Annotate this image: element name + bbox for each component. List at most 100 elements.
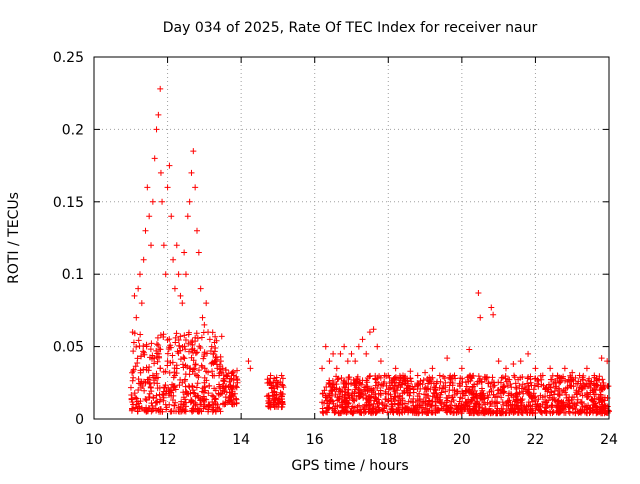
data-point [219,387,226,394]
data-point [434,378,441,385]
data-point [148,340,155,347]
data-point [388,405,395,412]
data-point [525,350,532,357]
data-point [485,394,492,401]
data-point [169,352,176,359]
data-point [421,408,428,415]
data-point [584,391,591,398]
data-point [564,378,571,385]
data-point [449,394,456,401]
data-point [566,409,573,416]
data-point [391,379,398,386]
data-point [434,392,441,399]
data-point [155,342,162,349]
data-point [576,408,583,415]
data-point [587,408,594,415]
data-point [353,408,360,415]
axis-ticks [93,56,610,420]
data-point [563,391,570,398]
data-point [269,389,276,396]
data-point [154,334,161,341]
data-point [157,169,164,176]
data-point [428,409,435,416]
data-point [492,394,499,401]
data-point [192,401,199,408]
data-point [275,399,282,406]
data-point [189,368,196,375]
data-point [350,409,357,416]
data-point [494,410,501,417]
data-point [170,382,177,389]
data-point [551,394,558,401]
y-tick-label: 0.2 [62,122,84,138]
data-point [247,365,254,372]
data-point [325,400,332,407]
data-point [349,390,356,397]
data-point [265,400,272,407]
data-point [333,381,340,388]
data-point [511,374,518,381]
data-point [567,372,574,379]
data-point [222,366,229,373]
data-point [404,382,411,389]
data-point [359,336,366,343]
data-point [564,384,571,391]
data-point [548,376,555,383]
data-point [499,387,506,394]
data-point [521,403,528,410]
data-point [144,184,151,191]
data-point [578,385,585,392]
data-point [182,337,189,344]
data-point [192,184,199,191]
data-point [408,378,415,385]
data-point [489,374,496,381]
data-point [266,379,273,386]
data-point [206,382,213,389]
data-point [585,383,592,390]
data-point [525,374,532,381]
data-point [140,348,147,355]
data-point [505,397,512,404]
data-point [555,409,562,416]
data-point [341,407,348,414]
data-point [322,343,329,350]
data-point [585,402,592,409]
data-point [186,198,193,205]
data-point [162,368,169,375]
data-point [154,385,161,392]
data-point [208,343,215,350]
data-point [348,405,355,412]
data-point [498,374,505,381]
data-point [195,249,202,256]
data-point [467,398,474,405]
data-point [212,333,219,340]
data-point [216,381,223,388]
chart-title: Day 034 of 2025, Rate Of TEC Index for r… [163,20,538,36]
data-point [569,376,576,383]
data-point [154,374,161,381]
data-point [330,400,337,407]
data-point [153,126,160,133]
data-point [515,402,522,409]
data-point [381,405,388,412]
data-point [229,391,236,398]
data-point [542,393,549,400]
data-point [443,407,450,414]
data-point [468,409,475,416]
data-point [192,361,199,368]
data-point [605,407,612,414]
data-point [437,399,444,406]
data-point [448,406,455,413]
data-point [153,341,160,348]
data-point [542,386,549,393]
x-tick-label: 10 [85,432,103,448]
data-point [351,397,358,404]
data-point [190,407,197,414]
data-point [405,389,412,396]
data-point [549,410,556,417]
data-point [319,365,326,372]
data-point [206,336,213,343]
data-point [211,398,218,405]
data-point [127,384,134,391]
data-point [533,403,540,410]
